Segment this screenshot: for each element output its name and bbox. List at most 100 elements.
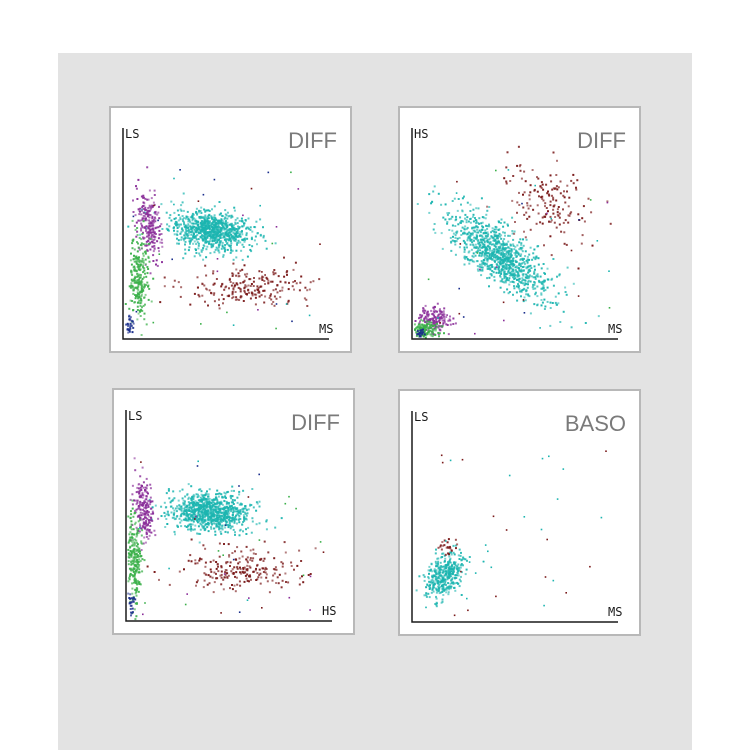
data-point-series-3 (253, 289, 256, 292)
data-point-series-1 (140, 549, 143, 551)
data-point-series-0 (201, 511, 204, 514)
data-point-series-0 (499, 235, 501, 238)
data-point-series-0 (201, 248, 204, 251)
scatter-noise-point (202, 498, 205, 501)
data-point-series-0 (185, 226, 188, 229)
data-point-series-3 (222, 298, 225, 301)
data-point-series-0 (184, 525, 187, 528)
data-point-series-0 (497, 272, 500, 274)
data-point-series-1 (149, 499, 152, 502)
data-point-series-3 (238, 580, 241, 583)
data-point-series-0 (204, 219, 207, 222)
data-point-series-0 (215, 235, 218, 238)
data-point-series-3 (226, 576, 229, 578)
data-point-series-3 (235, 268, 238, 271)
data-point-series-0 (240, 231, 243, 234)
data-point-series-0 (468, 262, 471, 265)
data-point-series-2 (140, 285, 143, 288)
data-point-series-1 (147, 529, 150, 532)
data-point-series-0 (193, 495, 196, 498)
data-point-series-0 (190, 519, 193, 522)
data-point-series-0 (559, 321, 562, 323)
data-point-series-1 (142, 211, 145, 214)
data-point-series-2 (131, 274, 134, 276)
data-point-series-3 (436, 325, 439, 328)
data-point-series-0 (218, 244, 221, 247)
data-point-series-3 (220, 566, 223, 569)
data-point-series-2 (132, 562, 134, 565)
data-point-series-1 (140, 213, 143, 216)
data-point-series-0 (488, 256, 491, 258)
data-point-series-3 (204, 264, 207, 267)
data-point-series-0 (430, 202, 433, 205)
data-point-series-3 (246, 568, 249, 570)
data-point-series-0 (235, 510, 238, 513)
data-point-series-0 (231, 525, 234, 528)
data-point-series-3 (217, 565, 219, 568)
data-point-series-3 (239, 295, 242, 298)
data-point-series-0 (503, 247, 506, 249)
data-point-series-0 (508, 266, 510, 269)
data-point-series-1 (503, 177, 506, 180)
data-point-series-3 (276, 291, 279, 294)
data-point-series-0 (503, 265, 506, 267)
data-point-series-0 (189, 510, 192, 512)
scatter-noise-point (157, 219, 159, 222)
data-point-series-3 (163, 285, 166, 288)
data-point-series-0 (246, 512, 249, 515)
data-point-series-2 (133, 608, 136, 611)
data-point-series-2 (135, 594, 138, 597)
data-point-series-0 (179, 218, 182, 221)
data-point-series-1 (528, 215, 531, 218)
data-point-series-0 (499, 261, 502, 263)
data-point-series-0 (455, 215, 457, 218)
data-point-series-1 (552, 208, 555, 211)
data-point-series-2 (131, 552, 133, 555)
data-point-series-0 (231, 237, 234, 240)
data-point-series-0 (477, 269, 480, 272)
data-point-series-1 (136, 230, 139, 233)
data-point-series-0 (213, 234, 216, 237)
data-point-series-2 (136, 305, 139, 308)
data-point-series-0 (536, 295, 539, 298)
data-point-series-1 (141, 494, 144, 497)
data-point-series-2 (132, 544, 135, 547)
data-point-series-2 (433, 311, 436, 314)
data-point-series-0 (204, 209, 207, 212)
data-point-series-0 (214, 241, 217, 244)
data-point-series-0 (204, 241, 207, 244)
data-point-series-3 (235, 558, 238, 561)
data-point-series-2 (430, 313, 433, 316)
data-point-series-0 (503, 271, 506, 274)
data-point-series-2 (130, 561, 133, 563)
data-point-series-0 (498, 242, 501, 245)
data-point-series-0 (427, 592, 430, 595)
data-point-series-0 (533, 272, 536, 275)
data-point-series-0 (184, 506, 186, 509)
data-point-series-2 (137, 292, 140, 295)
data-point-series-2 (135, 545, 138, 548)
data-point-series-0 (208, 503, 210, 505)
data-point-series-0 (225, 227, 228, 230)
data-point-series-3 (220, 565, 223, 568)
data-point-series-0 (190, 525, 192, 528)
data-point-series-0 (219, 524, 222, 527)
data-point-series-0 (251, 517, 254, 520)
data-point-series-0 (220, 516, 223, 519)
data-point-series-0 (168, 497, 171, 500)
data-point-series-1 (558, 216, 561, 219)
data-point-series-1 (135, 235, 138, 238)
data-point-series-0 (463, 246, 466, 249)
data-point-series-1 (146, 166, 149, 169)
data-point-series-0 (527, 276, 530, 279)
data-point-series-0 (244, 507, 247, 510)
data-point-series-0 (187, 218, 190, 221)
data-point-series-3 (312, 280, 315, 283)
data-point-series-0 (237, 518, 240, 521)
data-point-series-3 (201, 282, 204, 285)
scatterplot-2: HS MS DIFF (411, 127, 626, 340)
data-point-series-1 (523, 191, 526, 194)
data-point-series-0 (512, 270, 515, 273)
data-point-series-3 (277, 275, 280, 278)
data-point-series-1 (552, 212, 555, 215)
